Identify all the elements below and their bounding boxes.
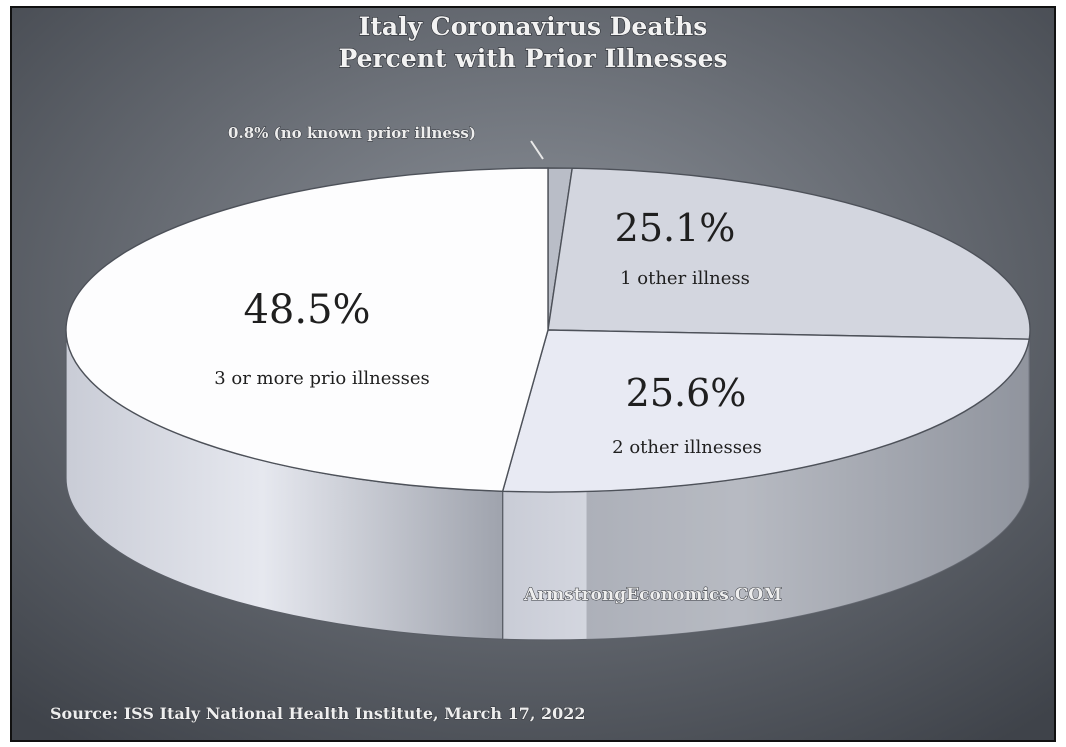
- pie-chart: Italy Coronavirus Deaths Percent with Pr…: [12, 8, 1054, 740]
- slice-desc-3-illnesses: 3 or more prio illnesses: [214, 368, 430, 389]
- watermark: ArmstrongEconomics.COM: [523, 585, 782, 605]
- pie-side-walls: [65, 329, 1031, 641]
- slice-label-no-illness: 0.8% (no known prior illness): [228, 124, 476, 142]
- slice-label-leader-line: [530, 140, 544, 160]
- slice-desc-2-illnesses: 2 other illnesses: [612, 437, 762, 458]
- slice-percent-2-illnesses: 25.6%: [626, 371, 747, 415]
- chart-title: Italy Coronavirus Deaths: [359, 12, 708, 41]
- pie-side-shadow: [586, 330, 1030, 640]
- slice-percent-3-illnesses: 48.5%: [243, 287, 370, 333]
- pie-slice-1-illness: [547, 167, 1031, 340]
- chart-frame: Italy Coronavirus Deaths Percent with Pr…: [10, 6, 1056, 742]
- source-note: Source: ISS Italy National Health Instit…: [50, 704, 586, 723]
- pie-slice-2-illnesses: [501, 329, 1031, 493]
- slice-desc-1-illness: 1 other illness: [620, 268, 750, 289]
- chart-subtitle: Percent with Prior Illnesses: [338, 44, 727, 73]
- pie-top: [65, 167, 1031, 493]
- pie-slice-3-illnesses: [65, 167, 549, 492]
- slice-percent-1-illness: 25.1%: [615, 206, 736, 250]
